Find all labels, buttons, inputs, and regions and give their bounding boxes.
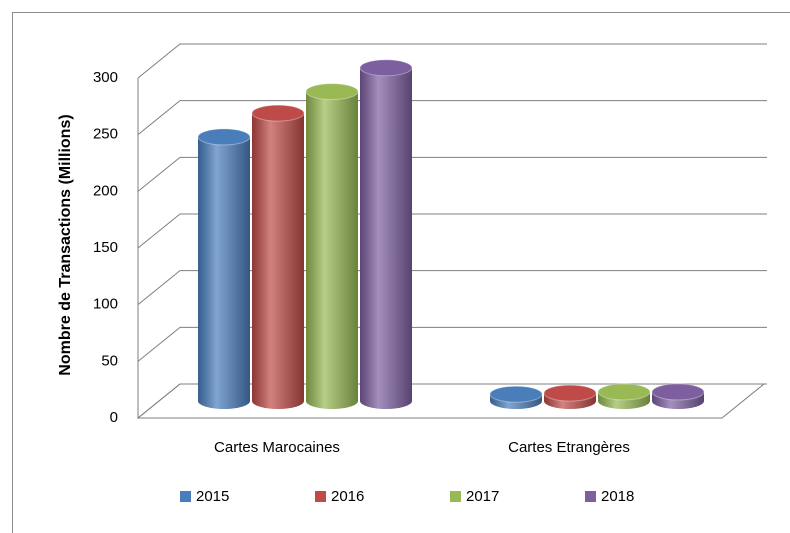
legend-label: 2015 xyxy=(196,488,229,505)
y-tick-label: 250 xyxy=(93,126,118,143)
bar-shade xyxy=(252,113,304,409)
bar-top xyxy=(197,128,251,146)
bar-top xyxy=(651,383,705,401)
y-tick-label: 300 xyxy=(93,69,118,86)
bar-top xyxy=(489,385,543,403)
grid-line xyxy=(137,213,767,249)
bar-top xyxy=(305,83,359,101)
grid-line xyxy=(137,100,767,136)
bar-shade xyxy=(306,91,358,409)
chart-border xyxy=(12,12,790,533)
y-tick-label: 50 xyxy=(101,352,118,369)
grid-line xyxy=(137,156,767,192)
bar-shade xyxy=(360,67,412,410)
legend-label: 2018 xyxy=(601,488,634,505)
x-tick-label: Cartes Etrangères xyxy=(508,439,630,456)
y-axis-label: Nombre de Transactions (Millions) xyxy=(57,114,74,375)
grid-line xyxy=(137,326,767,362)
bar-top xyxy=(251,104,305,122)
grid-line xyxy=(137,270,767,306)
legend-swatch xyxy=(585,491,596,502)
bar-top xyxy=(597,383,651,401)
legend-swatch xyxy=(315,491,326,502)
y-tick-label: 0 xyxy=(110,409,118,426)
legend-swatch xyxy=(180,491,191,502)
bar-shade xyxy=(198,136,250,409)
grid-line xyxy=(137,43,767,79)
y-tick-label: 200 xyxy=(93,182,118,199)
bar-top xyxy=(543,384,597,402)
grid-line xyxy=(137,383,767,419)
y-tick-label: 150 xyxy=(93,239,118,256)
x-tick-label: Cartes Marocaines xyxy=(214,439,340,456)
y-tick-label: 100 xyxy=(93,296,118,313)
bar-top xyxy=(359,59,413,77)
legend-label: 2017 xyxy=(466,488,499,505)
legend-swatch xyxy=(450,491,461,502)
legend-label: 2016 xyxy=(331,488,364,505)
